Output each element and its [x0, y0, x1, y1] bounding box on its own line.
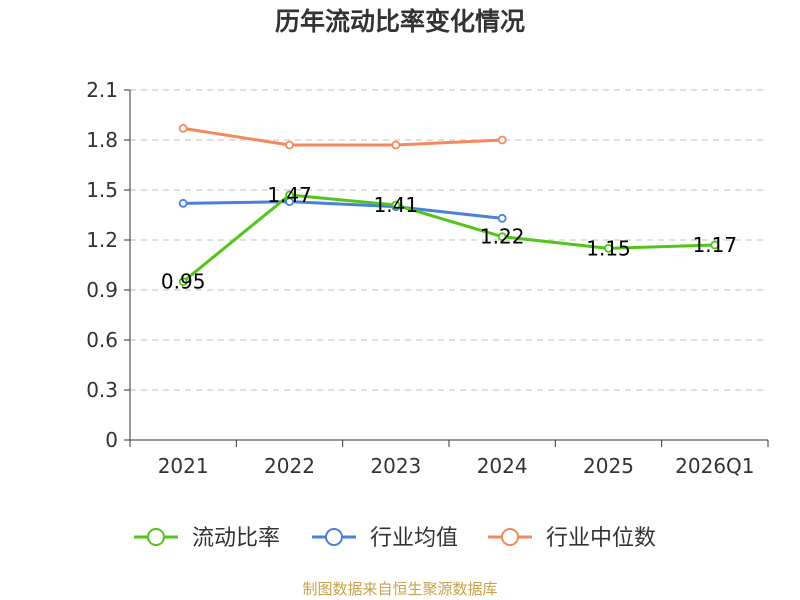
source-note: 制图数据来自恒生聚源数据库 — [302, 580, 498, 598]
y-tick-label: 1.2 — [86, 228, 118, 252]
data-point[interactable] — [497, 232, 507, 242]
series-line-0 — [182, 193, 715, 283]
series-line-2 — [182, 126, 503, 147]
x-tick-label: 2021 — [158, 454, 209, 478]
data-point[interactable] — [178, 123, 188, 133]
x-tick-label: 2023 — [370, 454, 421, 478]
data-point[interactable] — [285, 190, 294, 200]
axes: 0 0.3 0.6 0.9 1.2 1.5 1.8 2.1 2021 2022 2023 2024 20… — [86, 78, 769, 478]
x-tick-label: 2024 — [477, 454, 528, 478]
data-label: 1.17 — [693, 233, 738, 257]
data-point[interactable] — [391, 200, 401, 210]
data-point[interactable] — [178, 198, 188, 208]
data-point[interactable] — [497, 213, 507, 223]
data-point[interactable] — [710, 240, 720, 250]
legend-label[interactable]: 行业中位数 — [546, 526, 656, 551]
legend-swatch-marker[interactable] — [501, 528, 519, 546]
grid-lines — [130, 89, 768, 391]
y-tick-label: 2.1 — [86, 78, 118, 102]
data-label: 1.41 — [374, 193, 419, 217]
y-tick-label: 1.5 — [86, 178, 118, 202]
series-lines — [178, 123, 720, 287]
data-point[interactable] — [285, 140, 294, 150]
data-point[interactable] — [178, 277, 188, 287]
x-tick-label: 2025 — [583, 454, 634, 478]
legend-label[interactable]: 行业均值 — [370, 526, 458, 551]
y-tick-label: 0.9 — [86, 278, 118, 302]
y-tick-label: 0.6 — [86, 328, 118, 352]
y-tick-label: 0 — [105, 428, 118, 452]
data-labels: 0.95 1.47 1.41 1.22 1.15 1.17 — [161, 183, 737, 294]
data-label: 1.47 — [267, 183, 312, 207]
legend-swatch-marker[interactable] — [325, 528, 343, 546]
y-tick-label: 0.3 — [86, 378, 118, 402]
legend-label[interactable]: 流动比率 — [192, 526, 280, 551]
data-point[interactable] — [391, 140, 401, 150]
x-tick-label: 2022 — [264, 454, 315, 478]
series-line-1 — [183, 200, 503, 220]
data-label: 1.22 — [480, 225, 525, 249]
x-tick-label: 2026Q1 — [675, 454, 754, 478]
legend[interactable]: 流动比率 行业均值 行业中位数 — [134, 526, 656, 551]
chart-title: 历年流动比率变化情况 — [274, 7, 525, 36]
data-point[interactable] — [497, 135, 507, 145]
data-label: 1.15 — [586, 236, 631, 260]
legend-swatch-marker[interactable] — [147, 528, 165, 546]
y-tick-label: 1.8 — [86, 128, 118, 152]
data-point[interactable] — [604, 243, 613, 253]
data-label: 0.95 — [161, 270, 206, 294]
